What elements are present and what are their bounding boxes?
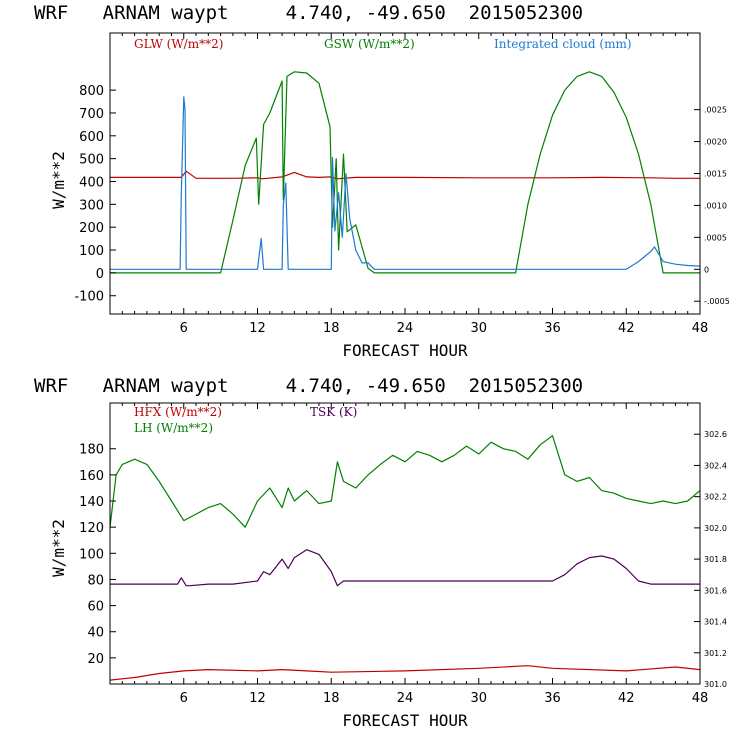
series-line-glw	[110, 170, 700, 180]
x-tick-label: 18	[323, 321, 340, 336]
y2-tick-label: 301.2	[704, 649, 727, 658]
legend-entry-hfx: HFX (W/m**2)	[134, 405, 222, 419]
series-line-gsw	[110, 71, 700, 274]
y-tick-label: 100	[79, 547, 104, 562]
y-tick-label: 400	[79, 175, 104, 190]
y2-tick-label: 301.6	[704, 586, 727, 595]
legend-entry-tsk: TSK (K)	[310, 405, 357, 419]
y2-tick-label: 301.0	[704, 680, 727, 689]
y2-tick-label: .0005	[704, 233, 727, 242]
radiation-panel: WRF ARNAM waypt 4.740, -49.650 201505230…	[34, 2, 730, 360]
y2-tick-label: 302.4	[704, 461, 727, 470]
y-tick-label: -100	[74, 290, 104, 305]
series-line-hfx	[109, 665, 701, 681]
x-tick-label: 48	[692, 691, 709, 706]
y-tick-label: 160	[79, 469, 104, 484]
legend-entry-lh: LH (W/m**2)	[134, 421, 213, 435]
series-line-integrated	[110, 96, 701, 270]
x-tick-label: 24	[397, 691, 414, 706]
y-tick-label: 600	[79, 130, 104, 145]
y2-tick-label: .0020	[704, 138, 727, 147]
y-tick-label: 140	[79, 495, 104, 510]
surface-flux-panel: WRF ARNAM waypt 4.740, -49.650 201505230…	[34, 375, 727, 730]
y-tick-label: 60	[87, 600, 104, 615]
x-tick-label: 6	[180, 691, 188, 706]
y2-tick-label: .0015	[704, 170, 727, 179]
x-tick-label: 24	[397, 321, 414, 336]
y-tick-label: 300	[79, 198, 104, 213]
series-line-tsk	[110, 549, 700, 587]
y-tick-label: 80	[87, 573, 104, 588]
y2-tick-label: .0025	[704, 106, 727, 115]
x-tick-label: 30	[470, 321, 487, 336]
x-tick-label: 36	[544, 691, 561, 706]
radiation-x-axis-label: FORECAST HOUR	[342, 341, 468, 360]
y-tick-label: 700	[79, 107, 104, 122]
legend-entry-integrated: Integrated cloud (mm)	[494, 37, 632, 51]
y-tick-label: 200	[79, 221, 104, 236]
surface-flux-panel-title: WRF ARNAM waypt 4.740, -49.650 201505230…	[34, 375, 583, 397]
y2-tick-label: .0010	[704, 201, 727, 210]
y2-tick-label: 301.8	[704, 555, 727, 564]
radiation-plot-frame	[109, 32, 701, 315]
surface-flux-plot-frame	[109, 402, 701, 685]
legend-entry-gsw: GSW (W/m**2)	[324, 37, 415, 51]
y2-tick-label: 302.2	[704, 493, 727, 502]
y2-tick-label: 302.0	[704, 524, 727, 533]
legend-entry-glw: GLW (W/m**2)	[134, 37, 223, 51]
surface-flux-x-axis-label: FORECAST HOUR	[342, 711, 468, 730]
x-tick-label: 6	[180, 321, 188, 336]
x-tick-label: 12	[249, 691, 266, 706]
y-tick-label: 20	[87, 652, 104, 667]
radiation-panel-title: WRF ARNAM waypt 4.740, -49.650 201505230…	[34, 2, 583, 24]
x-tick-label: 42	[618, 691, 635, 706]
y2-tick-label: -.0005	[704, 297, 730, 306]
y-tick-label: 800	[79, 84, 104, 99]
y-tick-label: 500	[79, 153, 104, 168]
series-line-lh	[109, 435, 701, 528]
surface-flux-y-axis-label: W/m**2	[49, 519, 68, 577]
y-tick-label: 100	[79, 244, 104, 259]
y2-tick-label: 301.4	[704, 618, 727, 627]
radiation-y-axis-label: W/m**2	[49, 151, 68, 209]
y-tick-label: 120	[79, 521, 104, 536]
y-tick-label: 40	[87, 626, 104, 641]
y2-tick-label: 0	[704, 265, 709, 274]
y-tick-label: 180	[79, 443, 104, 458]
y-tick-label: 0	[96, 267, 104, 282]
x-tick-label: 18	[323, 691, 340, 706]
x-tick-label: 42	[618, 321, 635, 336]
x-tick-label: 36	[544, 321, 561, 336]
x-tick-label: 48	[692, 321, 709, 336]
x-tick-label: 12	[249, 321, 266, 336]
x-tick-label: 30	[470, 691, 487, 706]
y2-tick-label: 302.6	[704, 430, 727, 439]
